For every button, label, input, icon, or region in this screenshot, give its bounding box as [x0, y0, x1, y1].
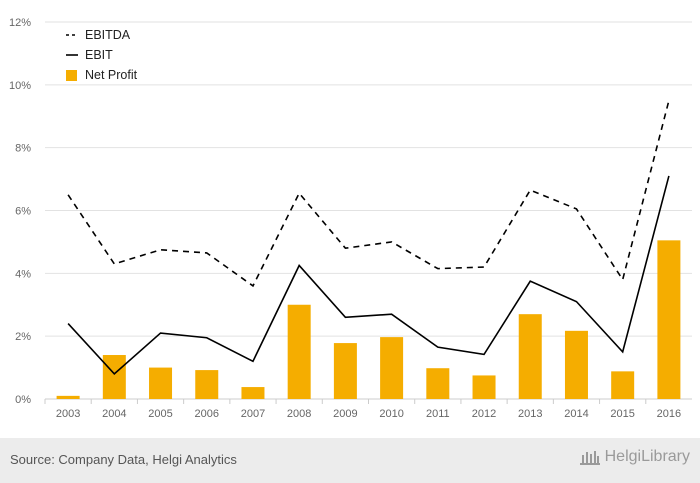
legend-label: EBIT [85, 48, 113, 62]
x-tick-label: 2010 [379, 408, 403, 420]
legend-swatch [66, 70, 77, 81]
net-profit-bar [472, 375, 496, 399]
x-tick-label: 2009 [333, 408, 357, 420]
net-profit-bar [56, 395, 80, 399]
x-tick-label: 2003 [56, 408, 80, 420]
x-tick-label: 2004 [102, 408, 126, 420]
net-profit-bar [518, 314, 542, 399]
net-profit-bar [149, 367, 173, 399]
brand-name: HelgiLibrary [604, 448, 690, 465]
x-tick-label: 2015 [610, 408, 634, 420]
net-profit-bar [102, 355, 126, 399]
y-tick-label: 6% [15, 206, 31, 218]
y-tick-label: 10% [9, 80, 31, 92]
net-profit-bar [287, 304, 311, 399]
x-tick-label: 2011 [426, 408, 450, 420]
net-profit-bars [56, 240, 681, 399]
chart: 0%2%4%6%8%10%12% 2003 2004 2005 2006 2007 200… [9, 17, 692, 420]
x-tick-label: 2012 [472, 408, 496, 420]
legend-label: EBITDA [85, 28, 131, 42]
net-profit-bar [611, 371, 635, 399]
net-profit-bar [380, 337, 404, 399]
ebit-line [67, 175, 670, 375]
y-tick-label: 2% [15, 331, 31, 343]
y-tick-label: 8% [15, 143, 31, 155]
net-profit-bar [241, 387, 265, 399]
x-tick-label: 2005 [148, 408, 172, 420]
x-tick-label: 2016 [657, 408, 681, 420]
net-profit-bar [195, 370, 219, 399]
y-tick-label: 4% [15, 268, 31, 280]
y-axis: 0% 2% 4% 6% 8% 10% 12% [9, 17, 31, 406]
x-tick-label: 2006 [195, 408, 219, 420]
x-tick-label: 2008 [287, 408, 311, 420]
legend-label: Net Profit [85, 68, 138, 82]
brand-logo: HelgiLibrary [579, 448, 690, 466]
net-profit-bar [426, 368, 450, 399]
net-profit-bar [657, 240, 681, 399]
x-tick-label: 2014 [564, 408, 588, 420]
source-note: Source: Company Data, Helgi Analytics [10, 452, 237, 467]
library-building-icon [579, 451, 600, 465]
x-tick-label: 2007 [241, 408, 265, 420]
x-axis: 2003 2004 2005 2006 2007 2008 2009 2010 2011 2012… [44, 399, 681, 420]
net-profit-bar [333, 343, 357, 399]
x-tick-label: 2013 [518, 408, 542, 420]
series-lines [67, 100, 670, 375]
legend: EBITDA EBIT Net Profit [66, 28, 138, 82]
y-tick-label: 0% [15, 394, 31, 406]
grid-lines [45, 21, 692, 400]
y-tick-label: 12% [9, 17, 31, 29]
ebitda-line [67, 100, 670, 288]
net-profit-bar [564, 330, 588, 399]
